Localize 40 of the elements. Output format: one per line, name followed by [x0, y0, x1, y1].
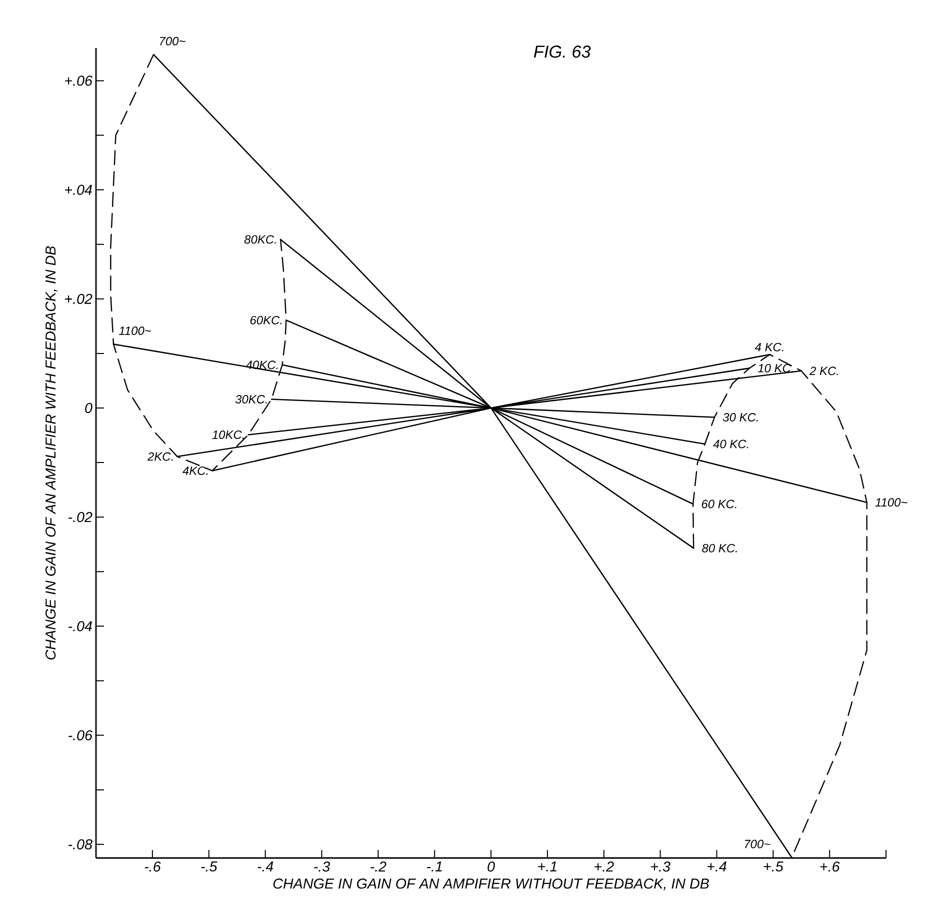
x-tick-label: -.3	[314, 862, 330, 872]
x-tick-label: -.6	[144, 862, 161, 872]
annotation: 60 KC.	[702, 500, 736, 508]
y-tick-label: +.02	[65, 294, 92, 304]
y-tick-label: -.06	[68, 730, 92, 740]
x-tick-label: +.1	[538, 862, 556, 872]
x-axis-title: CHANGE IN GAIN OF AN AMPIFIER WITHOUT FEEDBACK, IN DB	[273, 878, 709, 890]
chart-title: FIG. 63	[534, 46, 591, 58]
annotation: 2KC.	[147, 452, 173, 461]
y-tick-label: 0	[85, 402, 92, 414]
annotation: 80 KC.	[702, 544, 737, 552]
annotation: 1100~	[118, 326, 152, 335]
annotation: 10KC.	[212, 430, 244, 439]
x-tick-label: +.2	[594, 862, 614, 872]
annotation: 4KC.	[182, 466, 208, 475]
annotation: 80KC.	[244, 235, 276, 244]
x-tick-label: -.5	[201, 862, 218, 872]
x-tick-label: -.4	[258, 862, 274, 872]
y-tick-label: -.08	[68, 839, 92, 850]
annotation: 2 KC.	[809, 366, 838, 376]
annotation: 30 KC.	[722, 413, 758, 422]
x-tick-label: 0	[488, 862, 495, 872]
y-tick-label: +.06	[65, 76, 92, 86]
x-tick-label: -.2	[370, 862, 386, 872]
y-tick-label: -.02	[68, 512, 92, 522]
x-tick-label: +.3	[651, 862, 670, 872]
x-tick-label: +.6	[820, 862, 840, 872]
y-tick-label: +.04	[65, 184, 92, 195]
x-tick-label: -.1	[426, 862, 442, 872]
annotation: 1100~	[875, 498, 908, 507]
annotation: 700~	[744, 840, 770, 848]
annotation: 40 KC.	[713, 440, 748, 448]
annotation: 30KC.	[235, 395, 267, 404]
x-tick-label: +.4	[707, 862, 726, 872]
annotation: 700~	[160, 36, 186, 46]
y-axis-title: CHANGE IN GAIN OF AN AMPLIFIER WITH FEEDBACK, IN DB	[45, 246, 58, 660]
annotation: 60KC.	[250, 316, 282, 324]
annotation: 4 KC.	[754, 342, 784, 352]
x-tick-label: +.5	[764, 862, 784, 872]
y-tick-label: -.04	[68, 621, 92, 632]
